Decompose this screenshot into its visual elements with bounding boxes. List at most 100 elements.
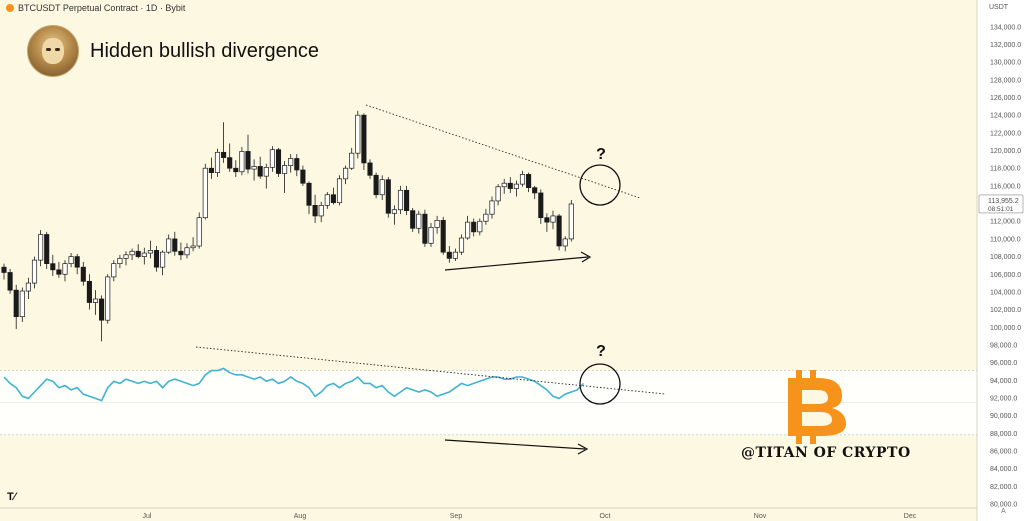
candle-body [465, 221, 471, 239]
candle [312, 194, 318, 224]
candle [391, 205, 397, 225]
candle-body [428, 227, 434, 244]
candle-body [239, 151, 245, 173]
candle-body [74, 256, 80, 268]
candle [233, 160, 239, 178]
bybit-dot-icon [6, 4, 14, 12]
candle [550, 210, 556, 230]
candle-body [233, 167, 239, 173]
tradingview-logo-icon[interactable]: T⁄ [7, 491, 16, 503]
candle-body [245, 151, 251, 170]
candle-body [13, 289, 19, 318]
candle-body [556, 215, 562, 247]
candle [190, 237, 196, 252]
x-axis[interactable]: Jul Aug Sep Oct Nov Dec [0, 507, 977, 520]
auto-scale-button[interactable]: A [1001, 508, 1006, 515]
candle-body [172, 238, 178, 252]
candle-body [355, 114, 361, 154]
candle-body [513, 183, 519, 189]
candle [208, 157, 214, 179]
candle [446, 245, 452, 263]
candle-body [190, 245, 196, 249]
candle [458, 234, 465, 255]
currency-label[interactable]: USDT [989, 4, 1009, 11]
x-tick-label: Jul [143, 513, 152, 520]
candle [318, 201, 324, 223]
candle [282, 161, 288, 193]
candle-body [178, 250, 184, 256]
candle [141, 247, 147, 265]
candle [153, 245, 160, 272]
y-tick-label: 102,000.0 [990, 307, 1021, 314]
y-tick-label: 110,000.0 [990, 236, 1021, 243]
candle [160, 250, 166, 276]
candle-body [208, 167, 214, 173]
candle [428, 223, 434, 247]
candle-body [373, 174, 379, 196]
price-circle [579, 164, 621, 206]
candle-body [483, 213, 489, 222]
candle [361, 113, 367, 170]
candle-body [202, 167, 208, 219]
candle-body [196, 217, 202, 247]
countdown-label: 08:51:01 [988, 206, 1014, 213]
candle [483, 208, 489, 225]
candles [1, 110, 574, 342]
candle-body [68, 256, 74, 265]
y-tick-label: 98,000.0 [990, 342, 1017, 349]
candle [25, 277, 31, 299]
x-tick-label: Nov [754, 513, 767, 520]
avatar [27, 25, 79, 77]
candle-body [519, 174, 526, 185]
candle [513, 180, 519, 197]
candle [507, 177, 513, 193]
candle-body [135, 250, 141, 257]
candle-body [227, 157, 233, 169]
candle [111, 260, 117, 282]
candle-body [416, 213, 422, 229]
y-tick-label: 130,000.0 [990, 60, 1021, 67]
y-tick-label: 132,000.0 [990, 42, 1021, 49]
candle [172, 231, 178, 256]
candle [568, 200, 574, 242]
btc-hole [802, 412, 832, 426]
candle-body [44, 234, 50, 265]
candle [1, 263, 7, 280]
candle-body [282, 165, 288, 174]
candle-body [446, 251, 452, 259]
candle [379, 175, 385, 201]
candle [306, 181, 312, 215]
candle-body [410, 210, 416, 229]
candle-body [568, 203, 574, 240]
candle-body [117, 257, 123, 265]
page-title: Hidden bullish divergence [90, 40, 320, 62]
candle [416, 210, 422, 234]
candle-body [92, 298, 99, 303]
candle-body [471, 221, 477, 233]
candle [44, 231, 50, 269]
y-axis[interactable]: 134,000.0 132,000.0 130,000.0 128,000.0 126,… [976, 0, 1024, 521]
candle [227, 143, 233, 172]
y-tick-label: 122,000.0 [990, 130, 1021, 137]
y-tick-label: 94,000.0 [990, 378, 1017, 385]
candle-body [1, 266, 7, 273]
candle [501, 178, 507, 194]
y-tick-label: 90,000.0 [990, 413, 1017, 420]
candle-body [129, 250, 135, 256]
candle-body [562, 238, 568, 247]
candle [495, 184, 501, 206]
candle-body [31, 259, 38, 284]
y-tick-label: 82,000.0 [990, 484, 1017, 491]
candle [166, 234, 172, 254]
candle-body [56, 269, 62, 275]
candle-body [440, 220, 446, 253]
candle-body [452, 251, 458, 259]
candle-body [477, 220, 483, 233]
candle [99, 295, 105, 342]
y-tick-label: 118,000.0 [990, 166, 1021, 173]
candle-body [86, 280, 92, 303]
symbol-header[interactable]: BTCUSDT Perpetual Contract · 1D · Bybit [6, 3, 185, 13]
candle-body [62, 263, 68, 275]
candle-body [324, 194, 330, 206]
